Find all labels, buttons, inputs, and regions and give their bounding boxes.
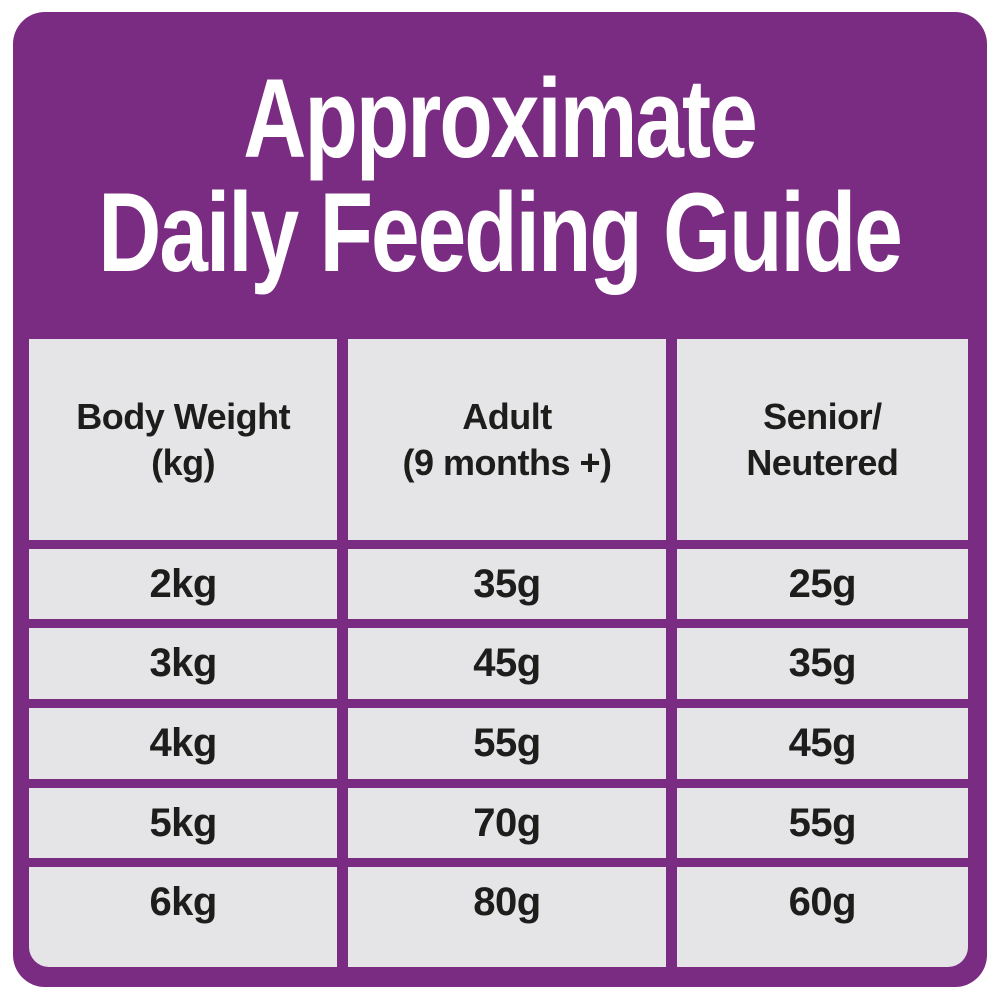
cell-row0-senior: 25g — [676, 549, 968, 619]
header-cell-body-weight: Body Weight (kg) — [29, 339, 338, 540]
page-title: Approximate Daily Feeding Guide — [98, 55, 904, 295]
cell-row4-senior: 60g — [676, 867, 968, 967]
header-line: Body Weight — [76, 395, 291, 437]
cell-row0-adult: 35g — [348, 549, 666, 619]
title-line-2: Daily Feeding Guide — [98, 169, 904, 295]
feeding-guide-panel: Approximate Daily Feeding Guide Body Wei… — [13, 12, 987, 987]
cell-row4-adult: 80g — [348, 867, 666, 967]
header-cell-adult: Adult (9 months +) — [348, 339, 666, 540]
cell-row4-weight: 6kg — [29, 867, 338, 967]
header-cell-senior-neutered: Senior/ Neutered — [676, 339, 968, 540]
cell-row2-senior: 45g — [676, 708, 968, 779]
header-line: Neutered — [746, 441, 899, 483]
cell-row1-weight: 3kg — [29, 628, 338, 699]
header-line: Adult — [462, 395, 552, 437]
cell-row1-senior: 35g — [676, 628, 968, 699]
cell-row3-adult: 70g — [348, 788, 666, 858]
cell-row2-adult: 55g — [348, 708, 666, 779]
cell-row3-weight: 5kg — [29, 788, 338, 858]
panel-header: Approximate Daily Feeding Guide — [13, 12, 987, 339]
title-line-1: Approximate — [243, 55, 758, 181]
header-line: (9 months +) — [402, 441, 612, 483]
cell-row3-senior: 55g — [676, 788, 968, 858]
cell-row2-weight: 4kg — [29, 708, 338, 779]
header-line: Senior/ — [763, 395, 882, 437]
cell-row1-adult: 45g — [348, 628, 666, 699]
header-line: (kg) — [151, 441, 216, 483]
cell-row0-weight: 2kg — [29, 549, 338, 619]
feeding-table: Body Weight (kg) Adult (9 months +) Seni… — [29, 339, 968, 967]
